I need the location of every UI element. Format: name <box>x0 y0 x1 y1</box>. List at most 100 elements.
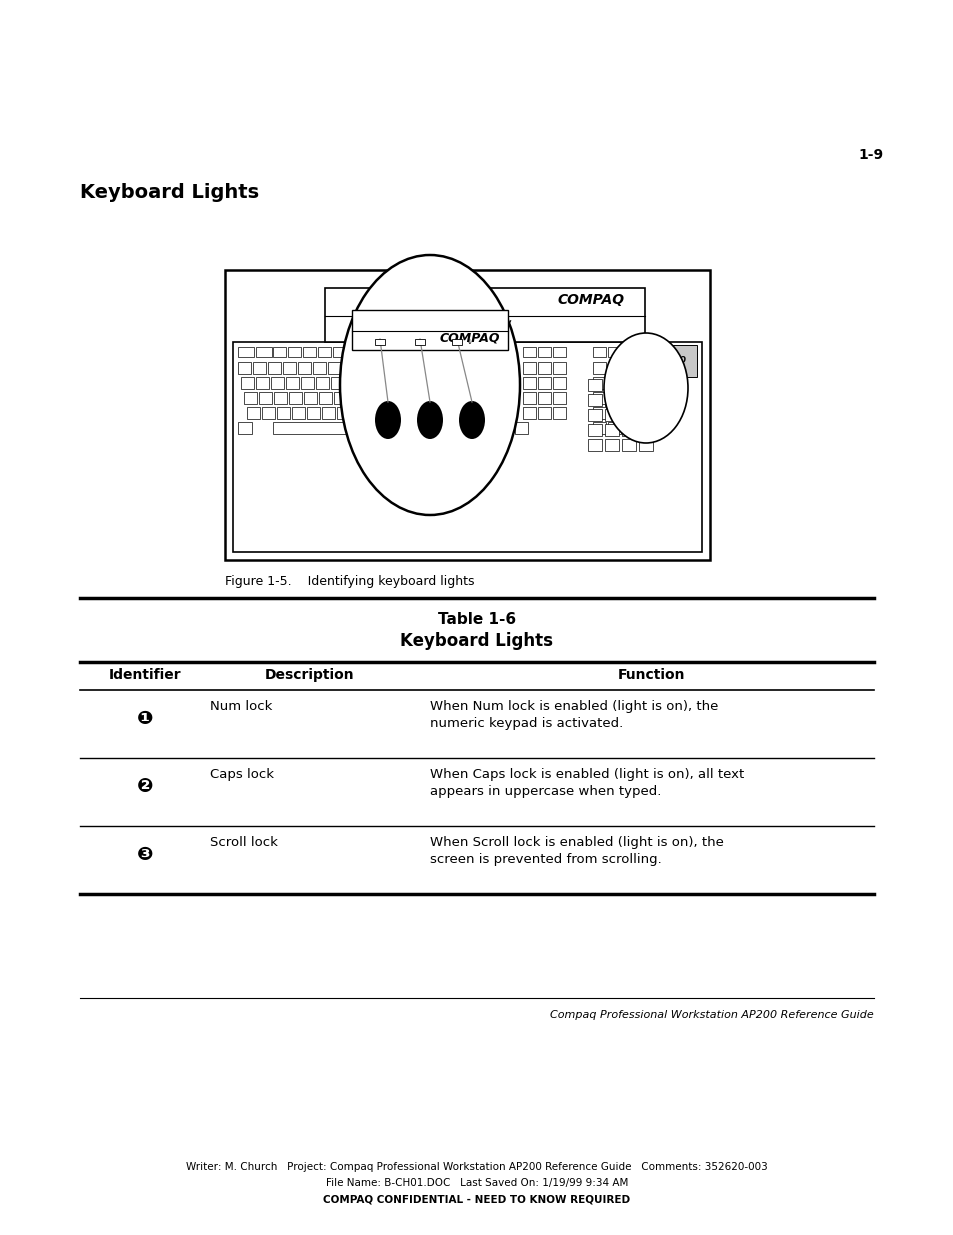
Bar <box>346 377 358 389</box>
Text: ↓: ↓ <box>467 338 473 345</box>
Bar <box>537 377 551 389</box>
Bar <box>639 438 652 451</box>
Bar <box>417 422 431 433</box>
Bar <box>352 408 365 419</box>
Bar <box>374 326 386 335</box>
Text: Num lock: Num lock <box>210 700 273 713</box>
Bar <box>297 362 311 374</box>
Text: Description: Description <box>265 668 355 682</box>
Bar <box>271 377 284 389</box>
Bar <box>593 422 605 433</box>
Text: COMPAQ: COMPAQ <box>558 294 624 308</box>
Bar <box>417 362 431 374</box>
Bar <box>593 408 605 419</box>
Bar <box>415 338 424 345</box>
Bar <box>307 408 319 419</box>
Bar <box>409 391 421 404</box>
Bar <box>244 391 256 404</box>
Ellipse shape <box>458 401 484 438</box>
Bar <box>237 347 253 357</box>
Bar <box>537 347 551 357</box>
Bar <box>638 362 650 374</box>
Bar <box>318 391 332 404</box>
Text: ↓: ↓ <box>679 369 682 374</box>
Bar <box>375 338 385 345</box>
Text: Identifier: Identifier <box>109 668 181 682</box>
Bar <box>622 377 636 389</box>
Bar <box>348 347 360 357</box>
Bar <box>393 347 406 357</box>
Bar <box>604 379 618 391</box>
Bar <box>587 438 601 451</box>
Bar <box>276 408 290 419</box>
Bar <box>292 408 305 419</box>
Bar <box>593 391 605 404</box>
Bar <box>258 391 272 404</box>
Text: COMPAQ: COMPAQ <box>649 357 686 366</box>
Bar <box>325 288 644 342</box>
Bar <box>286 377 298 389</box>
Bar <box>328 362 340 374</box>
Bar <box>607 347 620 357</box>
Bar <box>373 362 386 374</box>
Text: When Caps lock is enabled (light is on), all text: When Caps lock is enabled (light is on),… <box>430 768 743 781</box>
Bar <box>522 391 536 404</box>
Bar <box>537 408 551 419</box>
Bar <box>621 379 636 391</box>
Bar <box>273 422 393 433</box>
Bar <box>434 326 446 335</box>
Bar <box>537 391 551 404</box>
Bar <box>237 362 251 374</box>
Bar <box>553 347 565 357</box>
Bar <box>621 424 636 436</box>
Text: Caps lock: Caps lock <box>210 768 274 781</box>
Text: COMPAQ CONFIDENTIAL - NEED TO KNOW REQUIRED: COMPAQ CONFIDENTIAL - NEED TO KNOW REQUI… <box>323 1194 630 1204</box>
Bar <box>587 409 601 421</box>
Text: File Name: B-CH01.DOC   Last Saved On: 1/19/99 9:34 AM: File Name: B-CH01.DOC Last Saved On: 1/1… <box>326 1178 627 1188</box>
Bar <box>453 347 465 357</box>
Bar <box>408 347 420 357</box>
Ellipse shape <box>339 254 519 515</box>
Bar <box>607 362 620 374</box>
Bar <box>343 362 355 374</box>
Bar <box>621 438 636 451</box>
Bar <box>225 270 709 559</box>
Text: Scroll lock: Scroll lock <box>210 836 277 848</box>
Bar <box>593 377 605 389</box>
Text: Keyboard Lights: Keyboard Lights <box>400 632 553 650</box>
Bar <box>553 391 565 404</box>
Bar <box>303 347 315 357</box>
Text: Compaq Professional Workstation AP200 Reference Guide: Compaq Professional Workstation AP200 Re… <box>550 1010 873 1020</box>
Bar <box>622 362 636 374</box>
Bar <box>364 391 376 404</box>
Bar <box>621 409 636 421</box>
Bar <box>622 422 636 433</box>
Bar <box>375 377 389 389</box>
Bar <box>381 408 395 419</box>
Bar <box>638 377 650 389</box>
Text: appears in uppercase when typed.: appears in uppercase when typed. <box>430 785 660 798</box>
Bar <box>607 408 620 419</box>
Text: Writer: M. Church   Project: Compaq Professional Workstation AP200 Reference Gui: Writer: M. Church Project: Compaq Profes… <box>186 1162 767 1172</box>
Bar <box>357 362 371 374</box>
Bar <box>333 347 346 357</box>
Bar <box>622 408 636 419</box>
Bar <box>515 422 527 433</box>
Bar <box>522 377 536 389</box>
Bar <box>233 342 701 552</box>
Text: 1-9: 1-9 <box>857 148 882 162</box>
Bar <box>262 408 274 419</box>
Bar <box>388 362 400 374</box>
Text: When Num lock is enabled (light is on), the: When Num lock is enabled (light is on), … <box>430 700 718 713</box>
Bar <box>301 377 314 389</box>
Bar <box>247 408 260 419</box>
Bar <box>639 379 652 391</box>
Bar <box>352 310 507 350</box>
Bar <box>377 347 391 357</box>
Text: screen is prevented from scrolling.: screen is prevented from scrolling. <box>430 853 661 866</box>
Bar <box>553 377 565 389</box>
Bar <box>289 391 302 404</box>
Bar <box>255 347 272 357</box>
Bar <box>639 424 652 436</box>
Bar <box>522 347 536 357</box>
